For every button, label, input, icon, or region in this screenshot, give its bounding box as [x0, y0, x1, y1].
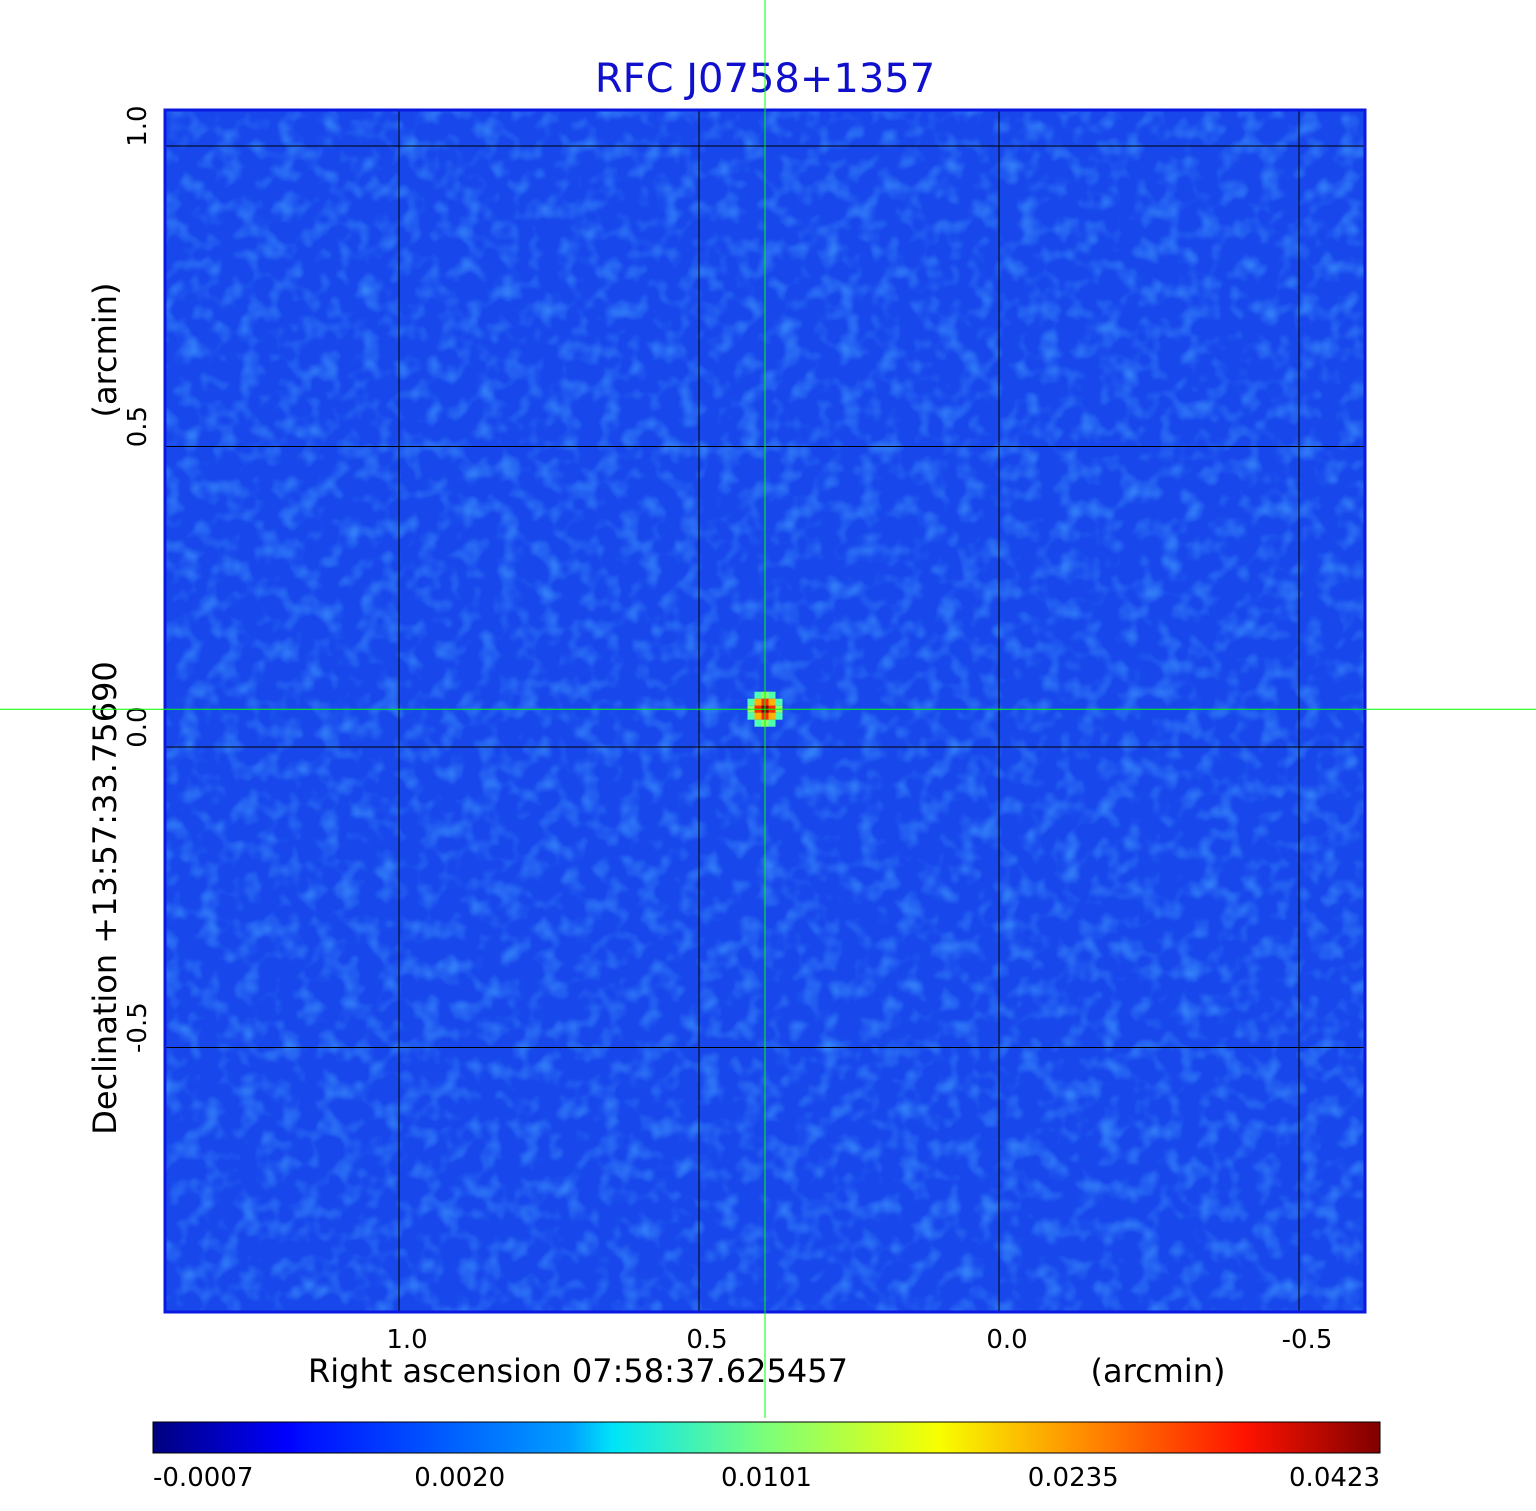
colorbar-tick-label: 0.0020: [414, 1463, 505, 1493]
x-axis-unit: (arcmin): [1091, 1352, 1226, 1390]
source-pixel: [754, 691, 762, 699]
x-tick-label: 0.5: [686, 1325, 727, 1355]
source-pixel: [754, 719, 762, 727]
y-axis-label: Declination +13:57:33.75690: [86, 661, 124, 1135]
colorbar-tick-labels: -0.0007 0.0020 0.0101 0.0235 0.0423: [153, 1463, 1380, 1493]
y-tick-labels: 1.0 0.5 0.0 -0.5: [123, 105, 153, 1053]
y-tick-label: 1.0: [123, 105, 153, 146]
y-tick-label: -0.5: [123, 1002, 153, 1053]
x-axis-label: Right ascension 07:58:37.625457: [308, 1352, 848, 1390]
source-pixel: [754, 698, 762, 706]
crosshair: [0, 0, 1536, 1418]
source-pixel: [768, 698, 776, 706]
source-pixel: [747, 712, 755, 720]
y-tick-label: 0.0: [123, 706, 153, 747]
colorbar-tick-label: -0.0007: [153, 1463, 253, 1493]
source-pixel: [754, 712, 762, 720]
colorbar-gradient: [152, 1421, 1381, 1454]
y-tick-label: 0.5: [123, 406, 153, 447]
colorbar-tick-label: 0.0101: [721, 1463, 812, 1493]
colorbar: -0.0007 0.0020 0.0101 0.0235 0.0423: [152, 1421, 1381, 1493]
x-tick-label: 0.0: [986, 1325, 1027, 1355]
source-pixel: [747, 698, 755, 706]
x-tick-label: 1.0: [386, 1325, 427, 1355]
colorbar-tick-label: 0.0423: [1289, 1463, 1380, 1493]
source-pixel: [768, 691, 776, 699]
source-pixel: [775, 712, 783, 720]
source-pixel: [768, 712, 776, 720]
colorbar-tick-label: 0.0235: [1028, 1463, 1119, 1493]
source-pixel: [775, 698, 783, 706]
x-tick-labels: 1.0 0.5 0.0 -0.5: [386, 1325, 1332, 1355]
x-tick-label: -0.5: [1282, 1325, 1333, 1355]
y-axis-unit: (arcmin): [86, 283, 124, 418]
source-pixel: [768, 719, 776, 727]
